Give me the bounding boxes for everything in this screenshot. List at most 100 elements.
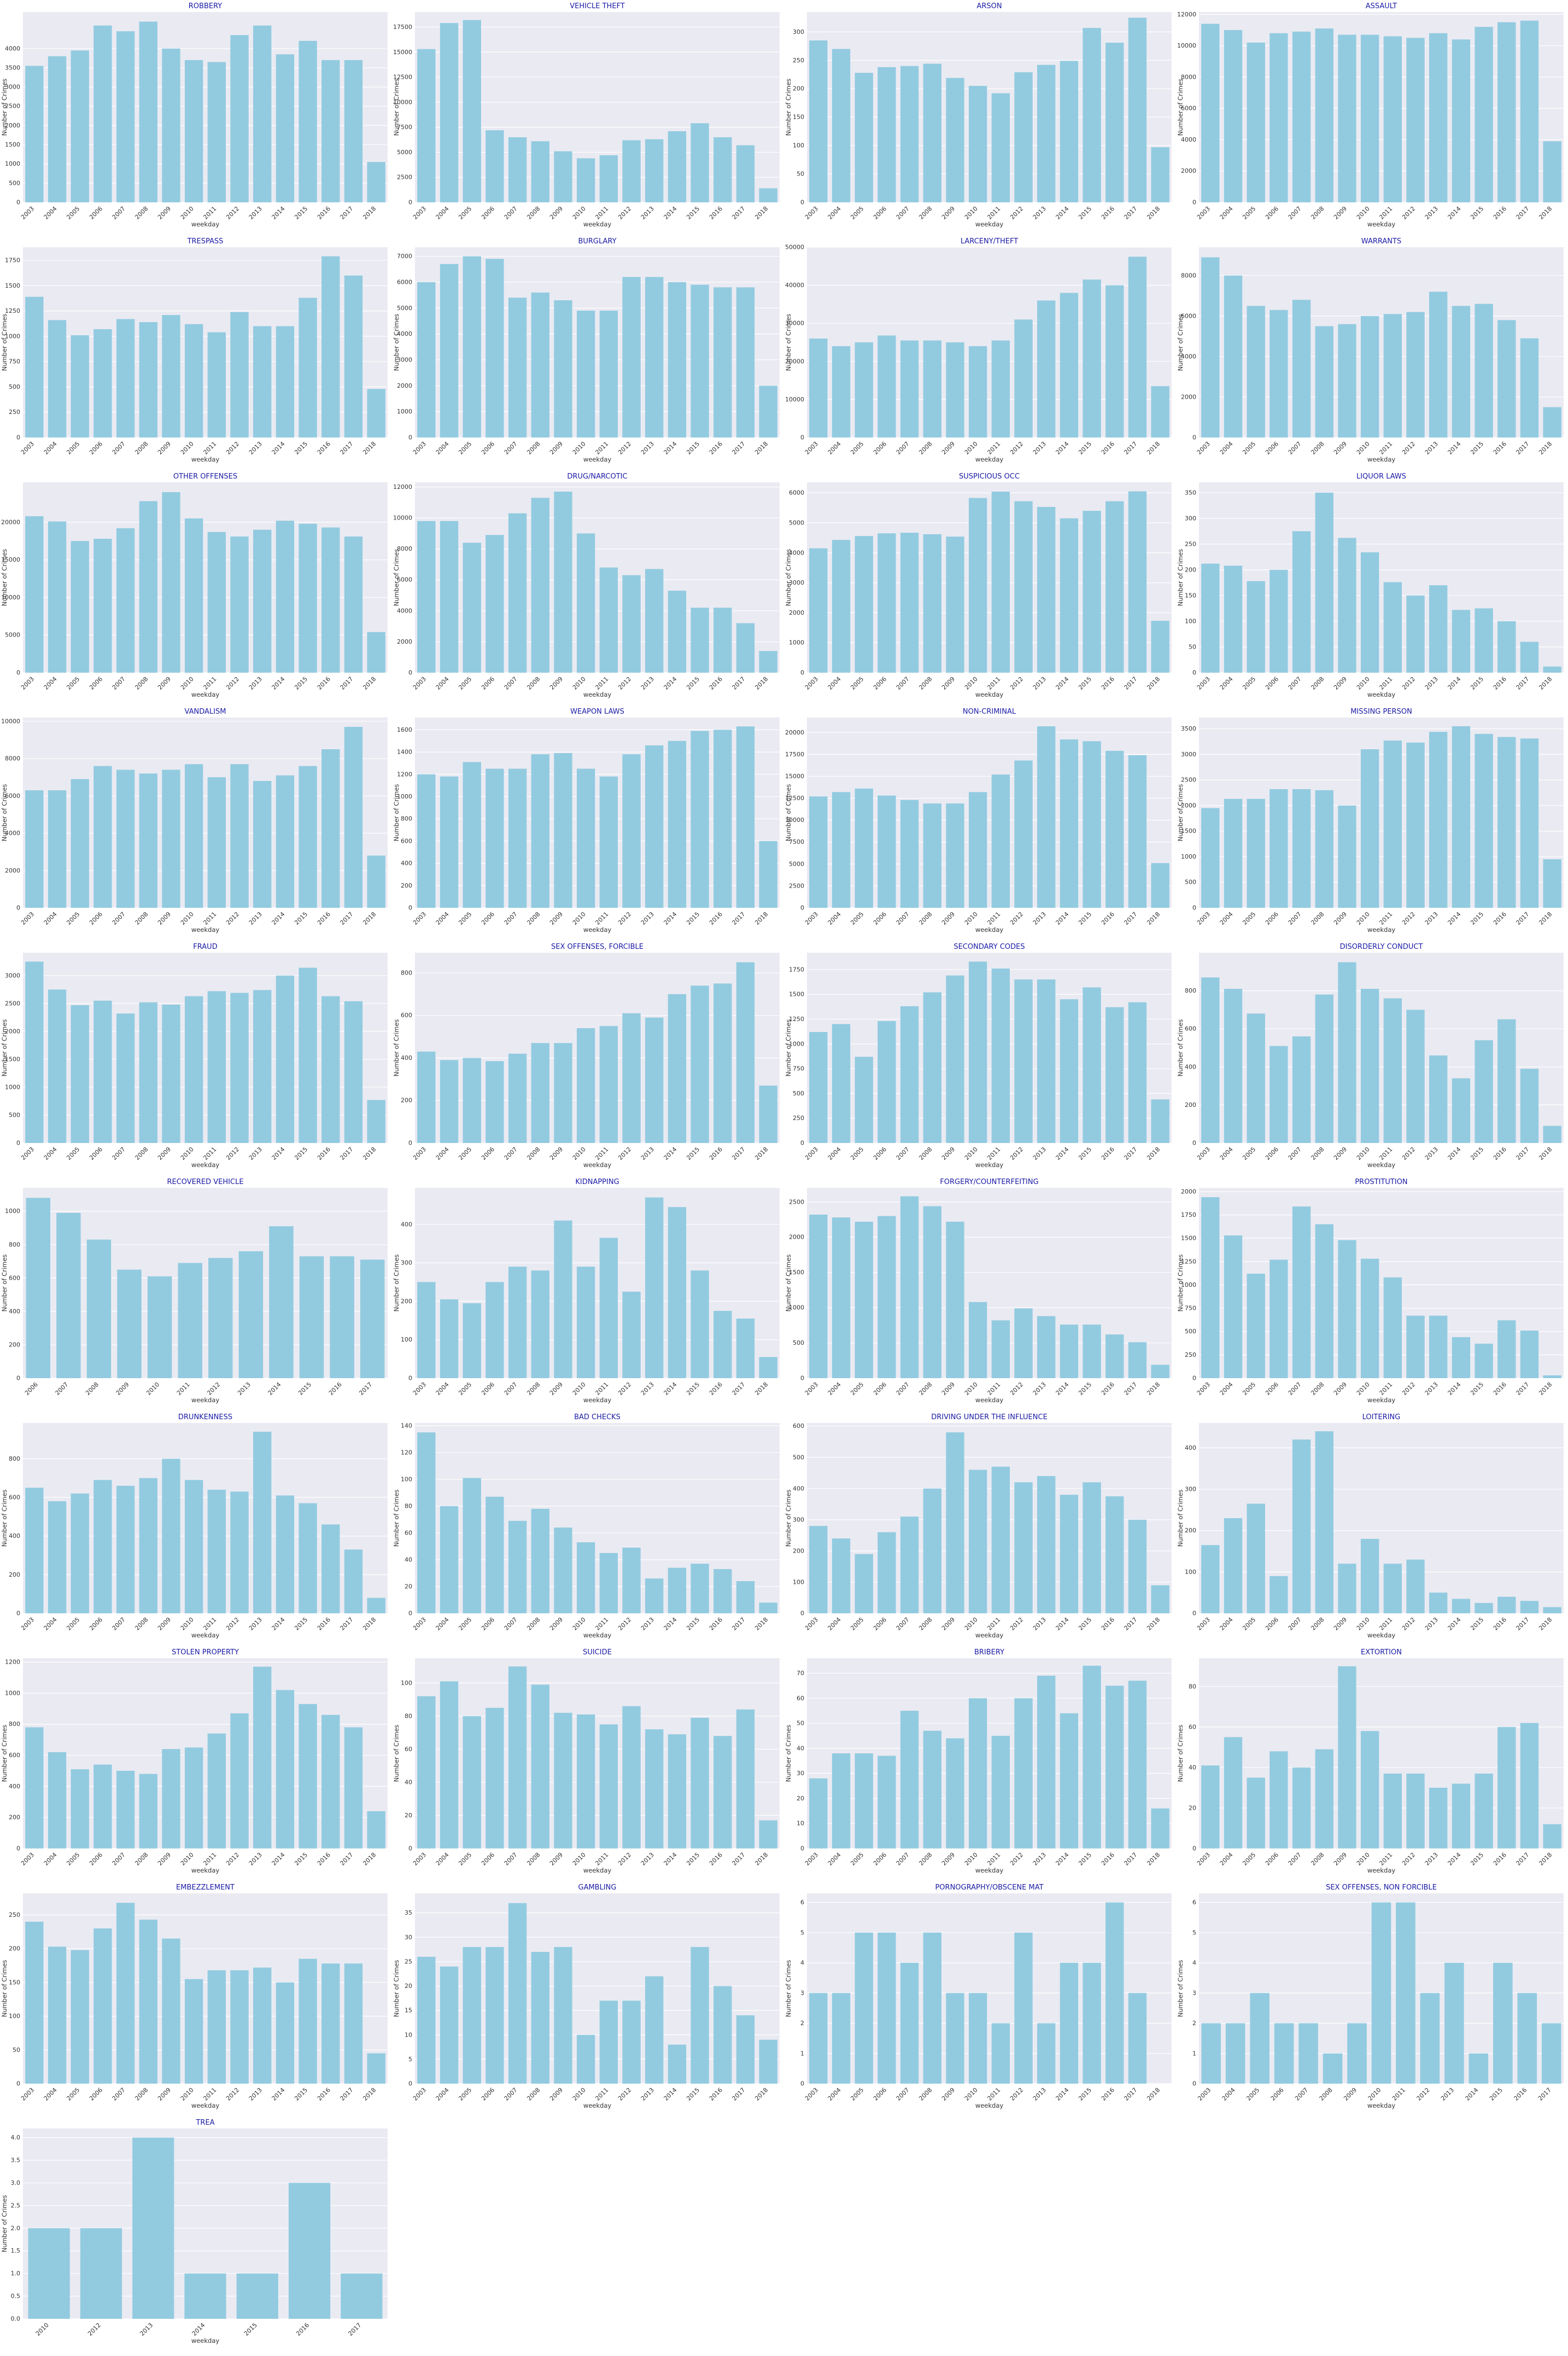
x-tick-label: 2005 (457, 1616, 473, 1632)
y-tick-label: 400 (9, 1308, 20, 1315)
bar (440, 1299, 459, 1378)
x-tick-label: 2003 (804, 1146, 820, 1162)
x-tick-label: 2017 (347, 2322, 362, 2337)
y-tick-label: 200 (9, 1571, 20, 1578)
bar (554, 491, 572, 673)
x-tick-label: 2011 (986, 1851, 1002, 1867)
chart-title: DRUNKENNESS (178, 1413, 232, 1421)
bar (1128, 491, 1147, 673)
x-tick-label: 2010 (963, 1616, 979, 1632)
bar (946, 1432, 964, 1613)
x-tick-label: 2009 (940, 2086, 956, 2102)
bar (554, 1527, 572, 1613)
bar (531, 498, 549, 673)
x-tick-label: 2012 (617, 1616, 633, 1632)
y-tick-label: 5000 (397, 305, 412, 312)
x-tick-label: 2015 (685, 911, 701, 926)
bar (1269, 1751, 1288, 1848)
x-tick-label: 2015 (685, 205, 701, 221)
x-tick-label: 2005 (1245, 2086, 1261, 2102)
bar (288, 2183, 331, 2319)
x-tick-label: 2011 (175, 1381, 191, 1397)
x-tick-label: 2013 (640, 675, 656, 691)
x-tick-label: 2003 (1196, 440, 1212, 456)
y-tick-label: 4000 (1181, 353, 1196, 360)
x-tick-label: 2003 (1196, 911, 1212, 926)
y-tick-label: 600 (9, 1752, 20, 1759)
bar (26, 1198, 51, 1378)
x-tick-label: 2003 (1196, 205, 1212, 221)
bar (576, 1714, 595, 1848)
y-axis-label: Number of Crimes (393, 1960, 400, 2017)
bar (645, 569, 664, 673)
x-tick-label: 2007 (111, 1851, 127, 1867)
y-tick-label: 40 (405, 1778, 412, 1786)
x-tick-label: 2013 (248, 1146, 264, 1162)
y-tick-label: 300 (793, 1516, 804, 1523)
x-tick-label: 2009 (940, 1851, 956, 1867)
x-tick-label: 2005 (1241, 911, 1257, 926)
x-tick-label: 2006 (872, 2086, 888, 2102)
bar (736, 1581, 755, 1613)
x-tick-label: 2005 (849, 911, 865, 926)
x-tick-label: 2017 (1515, 1851, 1531, 1867)
x-tick-label: 2013 (1424, 911, 1440, 926)
bar (1315, 326, 1333, 438)
x-tick-label: 2013 (1424, 675, 1440, 691)
x-tick-label: 2017 (339, 440, 355, 456)
x-tick-label: 2005 (65, 675, 81, 691)
chart-panel: FORGERY/COUNTERFEITING 0 500 1000 1500 2000 25… (784, 1177, 1176, 1412)
x-tick-label: 2007 (111, 911, 127, 926)
x-tick-label: 2017 (1123, 1851, 1139, 1867)
x-tick-label: 2014 (663, 1381, 678, 1397)
x-tick-label: 2015 (685, 2086, 701, 2102)
y-tick-label: 200 (9, 1945, 20, 1952)
bar (713, 730, 732, 908)
y-tick-label: 3.0 (11, 2179, 21, 2186)
bar (531, 141, 549, 202)
bar (809, 339, 828, 438)
x-tick-label: 2011 (1378, 911, 1394, 926)
bar (576, 158, 595, 202)
bar (877, 1932, 896, 2084)
x-tick-label: 2012 (1401, 1851, 1417, 1867)
x-tick-label: 2013 (248, 205, 264, 221)
bar (71, 335, 89, 438)
bar (668, 131, 687, 202)
bar (531, 1270, 549, 1378)
y-tick-label: 60 (1189, 1723, 1196, 1730)
x-tick-label: 2015 (1077, 2086, 1093, 2102)
bar (1475, 1774, 1493, 1848)
y-tick-label: 10000 (1, 594, 20, 601)
bar (162, 1938, 180, 2084)
y-tick-label: 600 (401, 837, 412, 844)
x-tick-label: 2013 (1032, 911, 1048, 926)
x-tick-label: 2016 (316, 440, 332, 456)
x-tick-label: 2010 (963, 2086, 979, 2102)
bar (508, 513, 527, 673)
bar (1128, 1681, 1147, 1848)
y-tick-label: 100 (1185, 617, 1196, 625)
bar (1201, 2023, 1221, 2084)
bar (1338, 538, 1356, 673)
x-tick-label: 2010 (963, 1381, 979, 1397)
x-tick-label: 2016 (1100, 440, 1116, 456)
bar (531, 1952, 549, 2084)
bar (1060, 1325, 1079, 1378)
bar (713, 1736, 732, 1848)
chart-title: ASSAULT (1366, 2, 1397, 10)
y-tick-label: 400 (9, 1532, 20, 1539)
y-tick-label: 10000 (393, 98, 412, 106)
x-tick-label: 2012 (1401, 440, 1417, 456)
bar (508, 298, 527, 438)
bar (1224, 989, 1243, 1143)
y-tick-label: 3000 (789, 579, 804, 586)
x-tick-label: 2013 (248, 1616, 264, 1632)
bar (508, 1267, 527, 1378)
x-tick-label: 2003 (412, 2086, 428, 2102)
bar (991, 1320, 1010, 1378)
bar (991, 774, 1010, 908)
x-tick-label: 2010 (179, 2086, 195, 2102)
